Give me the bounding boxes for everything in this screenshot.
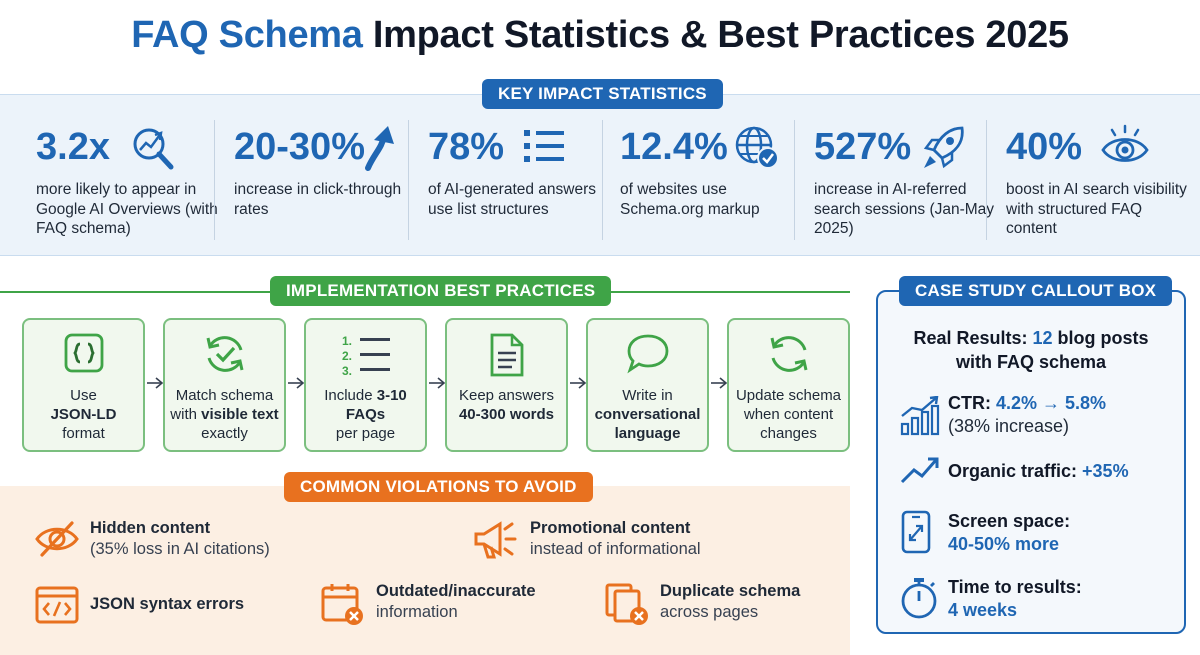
title-accent: FAQ Schema: [131, 14, 363, 56]
step-text: Include 3-10 FAQs per page: [324, 387, 407, 442]
stat-value: 40%: [1006, 126, 1083, 168]
calendar-x-icon: [320, 582, 366, 626]
arrow-right-icon: [428, 376, 446, 390]
arrow-right-icon: [146, 376, 164, 390]
stat-desc: more likely to appear in Google AI Overv…: [36, 181, 218, 237]
document-icon: [447, 332, 566, 378]
eye-icon: [1100, 124, 1150, 172]
stat-card: 78% of AI-generated answers use list str…: [428, 120, 623, 242]
violation-desc: (35% loss in AI citations): [90, 540, 270, 558]
stat-desc: increase in click-through rates: [234, 181, 402, 218]
step-text: Keep answers 40-300 words: [458, 387, 555, 423]
refresh-icon: [729, 332, 848, 376]
page-title: FAQ Schema Impact Statistics & Best Prac…: [0, 14, 1200, 57]
megaphone-icon: [472, 519, 518, 561]
implementation-header: IMPLEMENTATION BEST PRACTICES: [270, 276, 612, 306]
case-ctr-label: CTR: 4.2% → 5.8%: [948, 393, 1107, 413]
practice-step: Use JSON-LD format: [22, 318, 145, 452]
practice-step: 1. 2. 3. Include 3-10 FAQs per page: [304, 318, 427, 452]
arrow-right-icon: [710, 376, 728, 390]
case-study-box: Real Results: 12 blog posts with FAQ sche…: [876, 290, 1186, 634]
practice-step: Write in conversational language: [586, 318, 709, 452]
stats-band: [0, 94, 1200, 256]
stat-card: 12.4% of websites use Schema.org markup: [620, 120, 815, 242]
stopwatch-icon: [900, 576, 938, 620]
case-study-heading: Real Results: 12 blog posts with FAQ sche…: [913, 328, 1149, 372]
stat-desc: of websites use Schema.org markup: [620, 181, 760, 218]
numbered-list-3: 3.: [342, 364, 352, 378]
stat-divider: [602, 120, 603, 240]
case-time-sub: 4 weeks: [948, 600, 1018, 620]
violations-band: [0, 486, 850, 655]
violation-desc: instead of informational: [530, 540, 701, 558]
practice-step: Match schema with visible text exactly: [163, 318, 286, 452]
stat-card: 20-30% increase in click-through rates: [234, 120, 429, 242]
arrow-up-icon: [362, 124, 396, 172]
stat-divider: [408, 120, 409, 240]
numbered-list-2: 2.: [342, 349, 352, 363]
violation-desc: across pages: [660, 603, 759, 621]
stat-divider: [986, 120, 987, 240]
list-icon: [522, 124, 566, 168]
stat-card: 3.2x more likely to appear in Google AI …: [36, 120, 231, 242]
eye-slash-icon: [34, 519, 80, 559]
case-time-label: Time to results:: [948, 577, 1082, 597]
numbered-list-icon: 1. 2. 3.: [306, 332, 425, 378]
step-text: Match schema with visible text exactly: [170, 387, 279, 442]
mobile-expand-icon: [900, 510, 932, 554]
stat-value: 527%: [814, 126, 912, 168]
step-text: Write in conversational language: [594, 387, 701, 442]
stat-desc: of AI-generated answers use list structu…: [428, 181, 597, 218]
violation-title: JSON syntax errors: [90, 595, 245, 613]
violation-title: Outdated/inaccurate: [376, 582, 536, 600]
practice-step: Update schema when content changes: [727, 318, 850, 452]
stat-divider: [214, 120, 215, 240]
title-rest: Impact Statistics & Best Practices 2025: [362, 14, 1069, 56]
sync-check-icon: [165, 332, 284, 376]
case-screen-label: Screen space:: [948, 511, 1071, 531]
stats-header: KEY IMPACT STATISTICS: [482, 79, 723, 109]
stat-card: 40% boost in AI search visibility with s…: [1006, 120, 1200, 242]
bar-chart-up-icon: [900, 396, 940, 436]
case-screen-sub: 40-50% more: [948, 534, 1060, 554]
trend-up-icon: [900, 454, 940, 486]
step-text: Update schema when content changes: [735, 387, 842, 442]
code-braces-icon: [24, 332, 143, 374]
stat-card: 527% increase in AI-referred search sess…: [814, 120, 1009, 242]
violation-desc: information: [376, 603, 458, 621]
stat-value: 20-30%: [234, 126, 365, 168]
duplicate-x-icon: [604, 582, 650, 626]
speech-bubble-icon: [588, 332, 707, 376]
stat-desc: boost in AI search visibility with struc…: [1006, 181, 1187, 237]
step-text: Use JSON-LD format: [50, 387, 117, 442]
violation-title: Promotional content: [530, 519, 691, 537]
case-study-header: CASE STUDY CALLOUT BOX: [899, 276, 1173, 306]
stat-value: 78%: [428, 126, 505, 168]
rocket-icon: [920, 124, 968, 172]
arrow-right-icon: [287, 376, 305, 390]
case-traffic-label: Organic traffic: +35%: [948, 461, 1129, 481]
stat-divider: [794, 120, 795, 240]
case-ctr-sub: (38% increase): [948, 416, 1070, 436]
practice-step: Keep answers 40-300 words: [445, 318, 568, 452]
arrow-right-icon: [569, 376, 587, 390]
globe-check-icon: [734, 124, 780, 170]
stat-desc: increase in AI-referred search sessions …: [814, 181, 995, 237]
magnifier-chart-icon: [128, 124, 178, 172]
numbered-list-1: 1.: [342, 334, 352, 348]
violation-title: Duplicate schema: [660, 582, 801, 600]
stat-value: 3.2x: [36, 126, 110, 168]
violation-title: Hidden content: [90, 519, 211, 537]
code-window-icon: [34, 585, 80, 625]
violations-header: COMMON VIOLATIONS TO AVOID: [284, 472, 593, 502]
stat-value: 12.4%: [620, 126, 728, 168]
